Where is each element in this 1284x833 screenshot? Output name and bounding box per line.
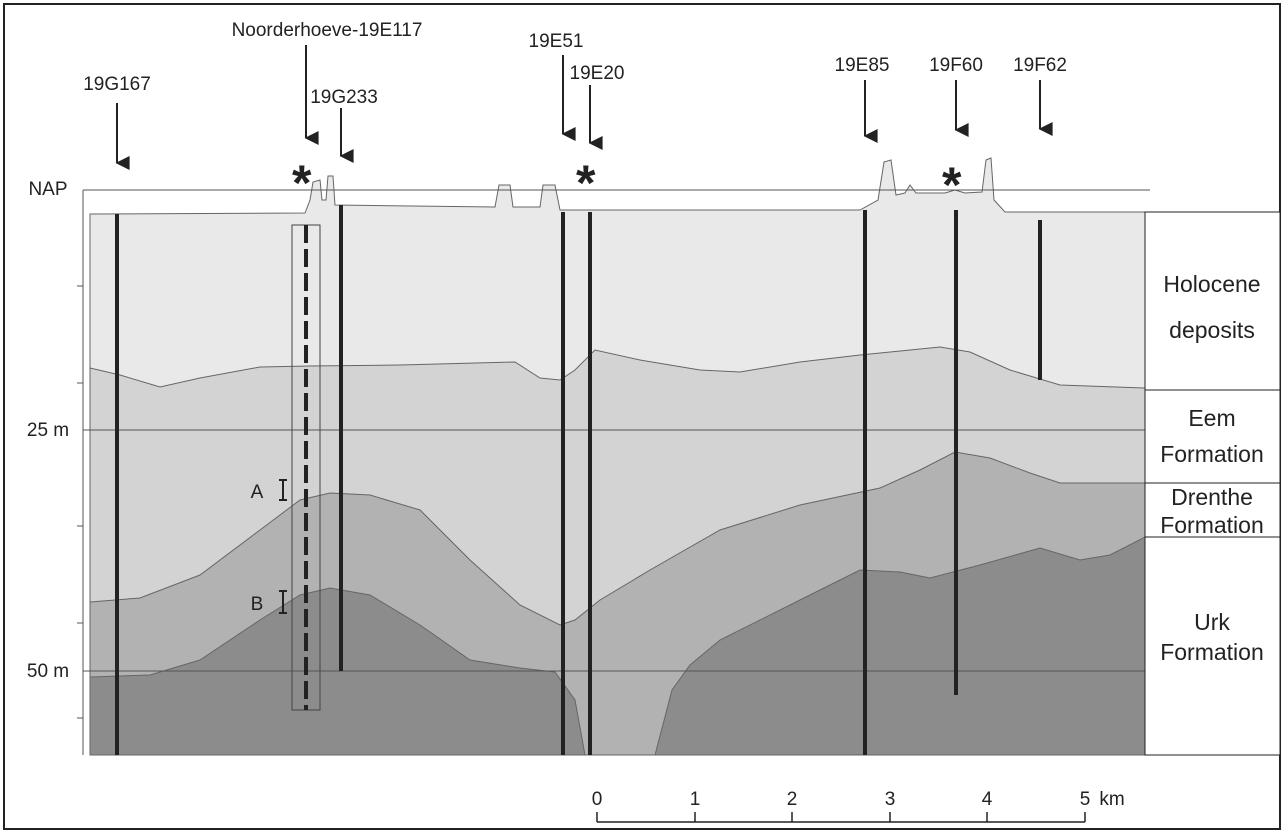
urk-layer <box>654 536 1146 756</box>
depth-label: NAP <box>28 179 67 200</box>
unit-boxes <box>1144 211 1281 756</box>
interval-bars <box>279 479 287 614</box>
marker-label: B <box>251 594 264 615</box>
scale-bar <box>596 812 1086 823</box>
arrows <box>115 45 1053 170</box>
asterisks: * * * <box>292 155 962 213</box>
svg-text:*: * <box>942 157 962 213</box>
borehole-label: 19G233 <box>310 87 378 108</box>
unit-label: Urk <box>1194 609 1230 635</box>
borehole-label: 19F60 <box>929 55 983 76</box>
depth-label: 50 m <box>27 661 69 682</box>
depth-ticks <box>77 285 83 719</box>
svg-text:*: * <box>576 155 596 211</box>
marker-label: A <box>251 482 264 503</box>
scale-label: 1 <box>690 789 701 810</box>
scale-label: 3 <box>885 789 896 810</box>
scale-unit: km <box>1099 789 1124 810</box>
scale-label: 4 <box>982 789 993 810</box>
scale-label: 2 <box>787 789 798 810</box>
labels: NAP 25 m 50 m 19G167 Noorderhoeve-19E117… <box>27 20 1264 810</box>
borehole-label: 19E85 <box>835 55 890 76</box>
borehole-label: 19F62 <box>1013 55 1067 76</box>
unit-label: Drenthe <box>1171 484 1253 510</box>
unit-label: Formation <box>1160 512 1264 538</box>
borehole-label: 19E51 <box>529 31 584 52</box>
borehole-label: 19G167 <box>83 74 151 95</box>
borehole-label: 19E20 <box>570 63 625 84</box>
unit-label: deposits <box>1169 317 1255 343</box>
boreholes <box>115 205 1042 755</box>
unit-label: Formation <box>1160 441 1264 467</box>
unit-label: Holocene <box>1163 271 1260 297</box>
unit-label: Formation <box>1160 639 1264 665</box>
borehole-label: Noorderhoeve-19E117 <box>232 20 423 41</box>
scale-label: 0 <box>592 789 603 810</box>
depth-label: 25 m <box>27 420 69 441</box>
scale-label: 5 <box>1080 789 1091 810</box>
unit-label: Eem <box>1188 405 1235 431</box>
svg-text:*: * <box>292 155 312 211</box>
